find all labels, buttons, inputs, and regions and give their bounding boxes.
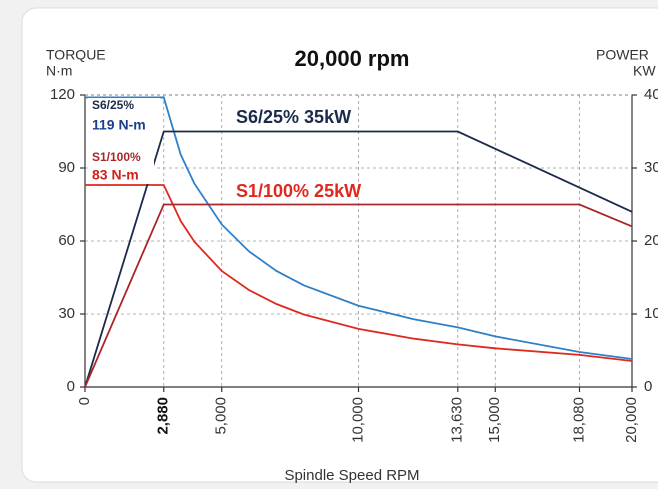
x-tick-label: 13,630 (449, 397, 466, 443)
annotation: 119 N-m (92, 117, 146, 133)
x-tick-label: 18,080 (570, 397, 587, 443)
y-tick-label: 60 (58, 232, 75, 249)
chart-title: 20,000 rpm (295, 46, 410, 71)
x-axis-label: Spindle Speed RPM (284, 467, 419, 484)
y2-tick-label: 40 (644, 86, 658, 103)
y-axis-label: TORQUE (46, 47, 106, 63)
series-line (84, 203, 633, 388)
series-label: S6/25% (92, 98, 134, 112)
series-label: S1/100% (92, 150, 141, 164)
x-tick-label: 20,000 (623, 397, 640, 443)
y-axis-label: N·m (46, 63, 72, 79)
series-label: S1/100% 25kW (236, 181, 361, 201)
x-tick-label: 0 (76, 397, 93, 405)
y-tick-label: 30 (58, 305, 75, 322)
y2-tick-label: 20 (644, 232, 658, 249)
y2-tick-label: 0 (644, 378, 652, 395)
y2-tick-label: 10 (644, 305, 658, 322)
series-label: S6/25% 35kW (236, 107, 351, 127)
y-tick-label: 90 (58, 159, 75, 176)
y-tick-label: 0 (67, 378, 75, 395)
series-line (85, 96, 633, 360)
y2-axis-label: POWER (596, 47, 649, 63)
y2-axis-label: KW (633, 63, 656, 79)
label-box (88, 98, 160, 138)
x-tick-label: 2,880 (155, 397, 172, 435)
x-tick-label: 5,000 (213, 397, 230, 435)
label-box (88, 150, 154, 184)
series-line (85, 184, 633, 362)
x-tick-label: 15,000 (486, 397, 503, 443)
series-line (84, 130, 633, 388)
annotation: 83 N-m (92, 167, 139, 183)
y2-tick-label: 30 (644, 159, 658, 176)
x-tick-label: 10,000 (349, 397, 366, 443)
card (21, 7, 658, 483)
y-tick-label: 120 (50, 86, 75, 103)
